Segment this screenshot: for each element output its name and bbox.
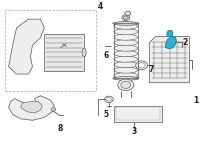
Ellipse shape — [114, 29, 138, 35]
Text: 4: 4 — [97, 2, 103, 11]
Ellipse shape — [114, 34, 138, 40]
Ellipse shape — [114, 67, 138, 73]
Polygon shape — [21, 102, 42, 113]
Circle shape — [118, 79, 134, 91]
Bar — [114, 106, 162, 122]
Ellipse shape — [114, 51, 138, 57]
Circle shape — [123, 16, 128, 19]
Circle shape — [136, 61, 148, 70]
Circle shape — [122, 15, 130, 21]
Circle shape — [121, 81, 131, 88]
Text: 5: 5 — [103, 110, 109, 119]
Circle shape — [125, 11, 131, 16]
Ellipse shape — [113, 22, 139, 25]
Text: 3: 3 — [131, 127, 136, 136]
Text: 1: 1 — [193, 96, 198, 105]
Text: 2: 2 — [183, 38, 188, 47]
Bar — [114, 24, 138, 78]
Text: 6: 6 — [103, 51, 109, 60]
Circle shape — [105, 96, 113, 102]
Polygon shape — [9, 19, 44, 74]
Bar — [44, 34, 84, 71]
Polygon shape — [150, 36, 189, 83]
Ellipse shape — [114, 45, 138, 51]
Ellipse shape — [114, 56, 138, 62]
Circle shape — [138, 63, 145, 68]
Ellipse shape — [114, 23, 138, 29]
Ellipse shape — [113, 77, 139, 80]
Circle shape — [107, 98, 111, 101]
Ellipse shape — [82, 48, 86, 57]
Polygon shape — [9, 96, 54, 120]
Ellipse shape — [114, 40, 138, 46]
Text: 8: 8 — [58, 125, 63, 133]
Text: 7: 7 — [149, 65, 154, 74]
Bar — [116, 107, 160, 120]
Bar — [5, 10, 96, 91]
Circle shape — [51, 108, 56, 111]
Ellipse shape — [114, 62, 138, 68]
Polygon shape — [167, 31, 173, 36]
Ellipse shape — [114, 73, 138, 79]
Polygon shape — [166, 36, 176, 49]
